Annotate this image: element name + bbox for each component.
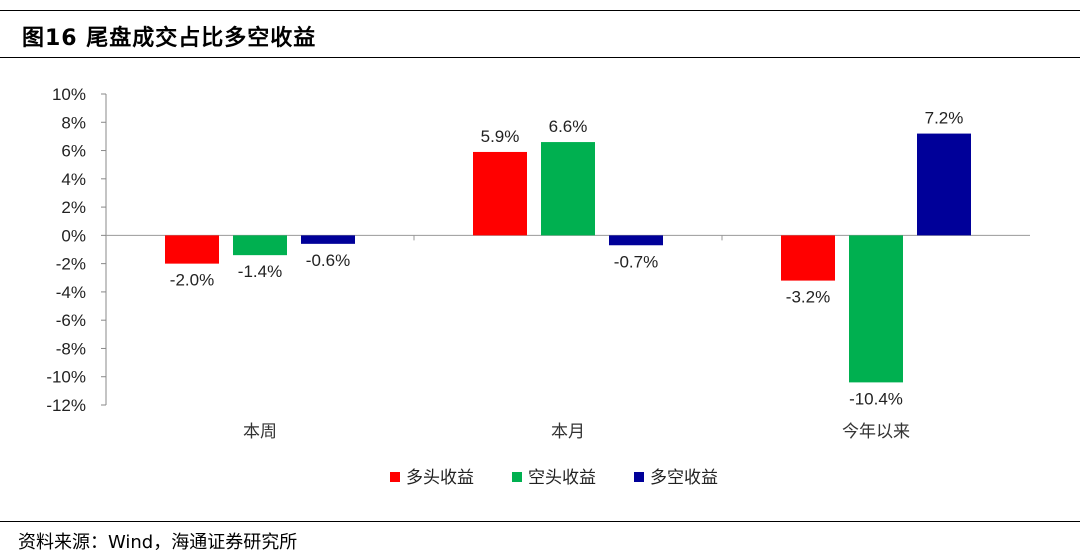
x-category-label: 今年以来	[842, 422, 910, 442]
data-label: -0.6%	[306, 251, 350, 270]
y-tick-label: -2%	[56, 255, 86, 274]
data-label: 6.6%	[549, 117, 588, 136]
y-tick-label: -8%	[56, 339, 86, 358]
bar	[301, 235, 355, 244]
y-tick-label: -12%	[46, 396, 86, 415]
bar	[917, 133, 971, 236]
bar	[541, 142, 595, 236]
title-underline	[0, 57, 1080, 58]
data-label: 7.2%	[925, 109, 964, 128]
bar	[473, 151, 527, 236]
bar	[233, 235, 287, 256]
legend-swatch	[390, 472, 400, 482]
y-tick-label: 10%	[52, 85, 86, 104]
bottom-rule	[0, 521, 1080, 522]
bar	[609, 235, 663, 246]
figure-title: 图16 尾盘成交占比多空收益	[22, 26, 317, 51]
legend-label: 多空收益	[650, 468, 718, 488]
y-tick-label: -6%	[56, 311, 86, 330]
bar	[165, 235, 219, 264]
y-tick-label: 2%	[61, 198, 86, 217]
y-tick-label: -4%	[56, 283, 86, 302]
bar	[781, 235, 835, 281]
y-tick-label: 4%	[61, 170, 86, 189]
bar	[849, 235, 903, 383]
data-label: -3.2%	[786, 288, 830, 307]
legend-label: 多头收益	[406, 468, 474, 488]
data-label: 5.9%	[481, 127, 520, 146]
data-label: -2.0%	[170, 271, 214, 290]
x-category-label: 本周	[243, 422, 277, 442]
y-tick-label: 6%	[61, 142, 86, 161]
y-tick-label: 0%	[61, 226, 86, 245]
bar-chart: 10% 8% 6% 4% 2% 0% -2% -4% -6% -8% -10% -12% 本周 -2.0%…	[46, 85, 1030, 488]
legend-label: 空头收益	[528, 468, 596, 488]
legend-swatch	[634, 472, 644, 482]
data-label: -0.7%	[614, 252, 658, 271]
legend-swatch	[512, 472, 522, 482]
data-label: -10.4%	[849, 389, 903, 408]
data-label: -1.4%	[238, 262, 282, 281]
y-tick-label: -10%	[46, 368, 86, 387]
top-rule	[0, 10, 1080, 11]
y-tick-label: 8%	[61, 113, 86, 132]
x-category-label: 本月	[551, 422, 585, 442]
source-note: 资料来源：Wind，海通证券研究所	[18, 532, 298, 553]
